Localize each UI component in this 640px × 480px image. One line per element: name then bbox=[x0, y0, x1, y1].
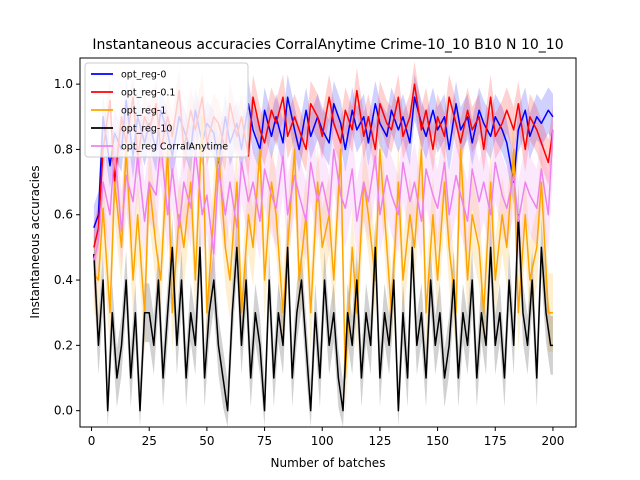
legend-label: opt_reg-0 bbox=[121, 70, 166, 81]
y-tick-label: 0.6 bbox=[54, 208, 73, 222]
band-opt-reg-0-1 bbox=[93, 61, 553, 271]
line-opt-reg-10 bbox=[93, 213, 553, 412]
legend-label: opt_reg-10 bbox=[121, 124, 172, 135]
legend-label: opt_reg CorralAnytime bbox=[121, 142, 228, 153]
y-tick-label: 1.0 bbox=[54, 77, 73, 91]
x-tick-label: 125 bbox=[368, 434, 391, 448]
y-tick-label: 0.2 bbox=[54, 338, 73, 352]
y-axis-label: Instantaneous accuracies bbox=[28, 165, 42, 318]
plot-frame bbox=[79, 57, 577, 428]
band-opt-reg-1 bbox=[93, 77, 553, 418]
y-tick-label: 0.4 bbox=[54, 273, 73, 287]
x-axis-label: Number of batches bbox=[271, 456, 386, 470]
x-tick-label: 175 bbox=[484, 434, 507, 448]
x-tick-label: 200 bbox=[541, 434, 564, 448]
y-axis-ticks: 0.0 0.2 0.4 0.6 0.8 1.0 bbox=[54, 77, 80, 418]
y-tick-label: 0.0 bbox=[54, 404, 73, 418]
x-tick-label: 150 bbox=[426, 434, 449, 448]
x-axis-ticks: 0 25 50 75 100 125 150 175 200 bbox=[88, 427, 564, 448]
x-tick-label: 75 bbox=[257, 434, 272, 448]
legend-label: opt_reg-0.1 bbox=[121, 88, 175, 99]
band-opt-reg-corralanytime bbox=[93, 90, 553, 300]
x-tick-label: 100 bbox=[311, 434, 334, 448]
legend-label: opt_reg-1 bbox=[121, 106, 166, 117]
x-tick-label: 50 bbox=[199, 434, 214, 448]
legend-box bbox=[84, 62, 249, 158]
x-tick-label: 25 bbox=[142, 434, 157, 448]
line-opt-reg-corralanytime bbox=[93, 129, 554, 261]
x-tick-label: 0 bbox=[88, 434, 96, 448]
y-tick-label: 0.8 bbox=[54, 142, 73, 156]
legend: opt_reg-0 opt_reg-0.1 opt_reg-1 opt_reg-10o… bbox=[84, 62, 249, 158]
chart-title: Instantaneous accuracies CorralAnytime C… bbox=[92, 37, 563, 53]
